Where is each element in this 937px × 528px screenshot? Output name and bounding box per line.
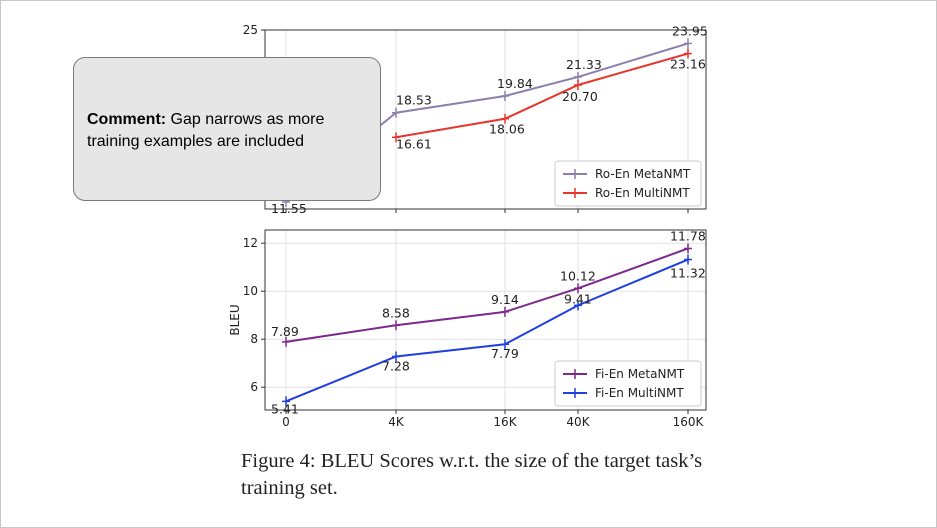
data-label: 23.95	[672, 23, 708, 38]
y-axis-label: BLEU	[228, 304, 242, 335]
x-tick-label: 40K	[566, 415, 590, 429]
data-label: 11.55	[271, 201, 307, 216]
legend-box	[554, 160, 702, 207]
data-label: 19.84	[497, 76, 533, 91]
legend-entry: Fi-En MetaNMT	[595, 367, 685, 381]
legend-box	[554, 360, 702, 407]
x-tick-label: 0	[282, 415, 290, 429]
data-label: 20.70	[562, 89, 598, 104]
data-label: 21.33	[566, 57, 602, 72]
data-label: 18.53	[396, 93, 432, 108]
data-label: 7.89	[271, 324, 299, 339]
plot-area-frame	[264, 229, 707, 411]
legend-entry: Ro-En MultiNMT	[595, 186, 690, 200]
comment-body: Gap narrows as more training examples ar…	[87, 111, 325, 150]
x-tick-label: 160K	[673, 415, 705, 429]
comment-label: Comment:	[87, 111, 167, 128]
y-tick-label: 6	[250, 380, 258, 394]
data-label: 23.16	[670, 57, 706, 72]
data-label: 8.58	[382, 305, 410, 320]
comment-callout: Comment: Gap narrows as more training ex…	[73, 57, 381, 201]
series-line	[395, 52, 689, 139]
data-label: 11.78	[670, 228, 706, 243]
legend-entry: Ro-En MetaNMT	[595, 167, 691, 181]
y-tick-label: 25	[243, 23, 258, 37]
x-tick-label: 16K	[493, 415, 517, 429]
series-line	[285, 247, 689, 343]
data-label: 18.06	[489, 122, 525, 137]
legend-entry: Fi-En MultiNMT	[595, 386, 684, 400]
x-tick-label: 4K	[388, 415, 405, 429]
figure-caption: Figure 4: BLEU Scores w.r.t. the size of…	[241, 450, 703, 499]
data-label: 7.79	[491, 346, 519, 361]
data-label: 9.41	[564, 291, 592, 306]
data-label: 16.61	[396, 136, 432, 151]
data-label: 9.14	[491, 292, 519, 307]
y-tick-label: 10	[243, 284, 258, 298]
data-label: 11.32	[670, 266, 706, 281]
comment-text: Comment: Gap narrows as more training ex…	[87, 109, 377, 153]
data-label: 10.12	[560, 268, 596, 283]
data-label: 7.28	[382, 358, 410, 373]
y-tick-label: 12	[243, 236, 258, 250]
data-label: 5.41	[271, 401, 299, 416]
y-tick-label: 8	[250, 332, 258, 346]
